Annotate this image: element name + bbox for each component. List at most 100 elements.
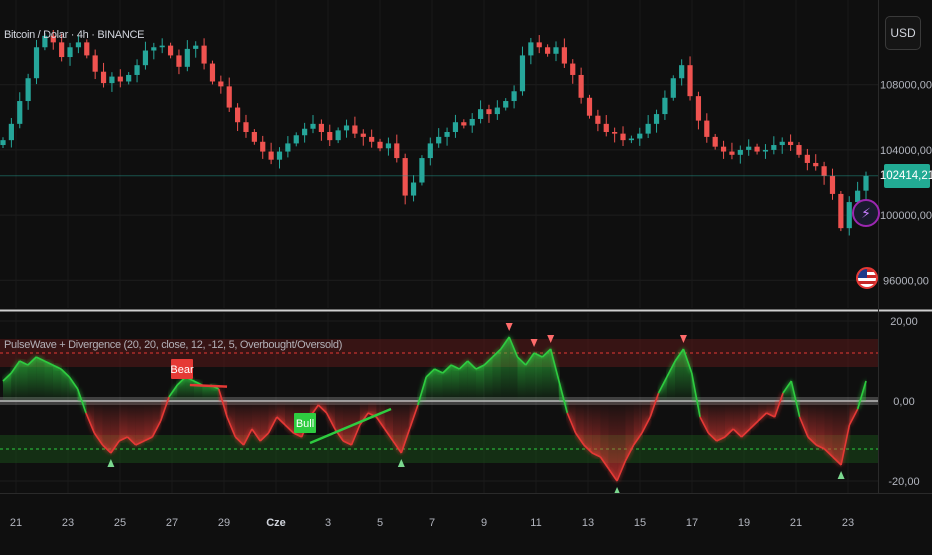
area-positive <box>426 369 435 401</box>
candle-body <box>226 86 232 108</box>
candle-body <box>385 143 392 149</box>
time-tick-label: 5 <box>377 517 383 529</box>
price-tick-label: 96000,00 <box>883 275 929 287</box>
area-negative <box>824 401 833 457</box>
pulsewave-line <box>60 368 70 378</box>
area-negative <box>766 401 775 417</box>
lightning-icon[interactable]: ⚡ <box>852 199 880 227</box>
candle-body <box>59 42 65 58</box>
area-negative <box>708 401 717 441</box>
candle-body <box>134 65 140 75</box>
area-positive <box>500 337 510 401</box>
pulsewave-line <box>384 428 394 442</box>
candle-body <box>343 125 350 131</box>
area-negative <box>135 401 145 445</box>
symbol-title[interactable]: Bitcoin / Dolar · 4h · BINANCE <box>4 29 145 41</box>
area-positive <box>459 361 468 401</box>
time-tick-label: 29 <box>218 517 230 529</box>
area-negative <box>268 401 277 433</box>
candle-body <box>612 132 618 134</box>
price-axis[interactable]: 108000,00 104000,00 100000,00 96000,00 20,00… <box>880 80 932 488</box>
candle-body <box>452 122 459 132</box>
time-tick-label: 21 <box>10 517 22 529</box>
time-tick-label: 13 <box>582 517 594 529</box>
pulsewave-line <box>85 412 96 434</box>
candle-body <box>352 125 358 134</box>
bull-triangle-marker <box>614 487 620 493</box>
pulsewave-line <box>690 372 701 418</box>
pulsewave-line <box>159 396 170 422</box>
candle-body <box>536 42 542 48</box>
area-negative <box>807 401 817 445</box>
pulsewave-line <box>516 356 527 366</box>
candle-body <box>201 45 207 64</box>
candle-body <box>218 81 224 87</box>
pulsewave-line <box>76 388 87 414</box>
price-tick-label: 108000,00 <box>880 80 932 92</box>
us-flag-icon[interactable] <box>856 267 878 289</box>
area-negative <box>608 401 618 481</box>
candle-body <box>771 145 777 150</box>
pulsewave-line <box>749 420 759 430</box>
area-negative <box>816 401 825 449</box>
candle-body <box>712 136 718 147</box>
candle-body <box>838 193 844 229</box>
candle-body <box>142 50 149 66</box>
candle-body <box>494 107 500 115</box>
pulsewave-line <box>608 468 618 482</box>
candle-body <box>50 35 56 43</box>
pulsewave-line <box>408 404 419 430</box>
pulsewave-line <box>624 444 635 462</box>
area-negative <box>716 401 725 441</box>
area-negative <box>401 401 410 453</box>
pulsewave-line <box>293 432 303 438</box>
area-negative <box>119 401 128 441</box>
time-tick-label: 23 <box>842 517 854 529</box>
pulsewave-line <box>44 360 54 366</box>
pulsewave-line <box>716 436 726 442</box>
pulsewave-line <box>10 360 21 374</box>
candle-body <box>762 149 769 152</box>
area-positive <box>492 349 501 401</box>
pulsewave-line <box>599 456 610 470</box>
candle-body <box>829 176 836 194</box>
candle-body <box>729 151 735 155</box>
area-positive <box>19 361 28 401</box>
candle-body <box>159 45 165 48</box>
area-positive <box>783 381 792 401</box>
pulsewave-line <box>234 436 245 446</box>
pulsewave-line <box>616 460 627 482</box>
currency-button[interactable]: USD <box>885 16 921 50</box>
pulsewave-line <box>657 376 668 394</box>
candle-body <box>318 123 324 132</box>
candle-body <box>461 122 467 126</box>
candle-body <box>662 97 668 115</box>
bull-label-box <box>294 413 316 433</box>
pulsewave-line <box>840 424 851 466</box>
candle-body <box>787 141 794 146</box>
pulsewave-line <box>773 392 784 418</box>
pulsewave-line <box>242 428 253 446</box>
candle-body <box>570 63 576 75</box>
pulsewave-line <box>566 412 577 434</box>
candle-body <box>519 55 526 92</box>
pulsewave-line <box>674 348 685 362</box>
candle-body <box>503 101 509 108</box>
area-positive <box>534 353 543 401</box>
bear-triangle-marker <box>530 339 538 347</box>
indicator-title[interactable]: PulseWave + Divergence (20, 20, close, 1… <box>4 339 343 351</box>
time-tick-label: 17 <box>686 517 698 529</box>
pulsewave-line <box>790 380 801 418</box>
pulsewave-line <box>151 420 162 438</box>
candle-body <box>419 158 425 183</box>
area-negative <box>625 401 634 461</box>
candle-body <box>402 158 408 196</box>
pulsewave-line <box>483 356 494 366</box>
candle-body <box>595 115 601 124</box>
candle-body <box>695 96 702 121</box>
area-positive <box>36 357 45 401</box>
time-axis[interactable]: 21 23 25 27 29 Cze 3 5 7 9 11 13 15 17 19 21 23 <box>10 517 854 529</box>
pulsewave-line <box>558 380 569 414</box>
pulsewave-line <box>591 452 601 458</box>
